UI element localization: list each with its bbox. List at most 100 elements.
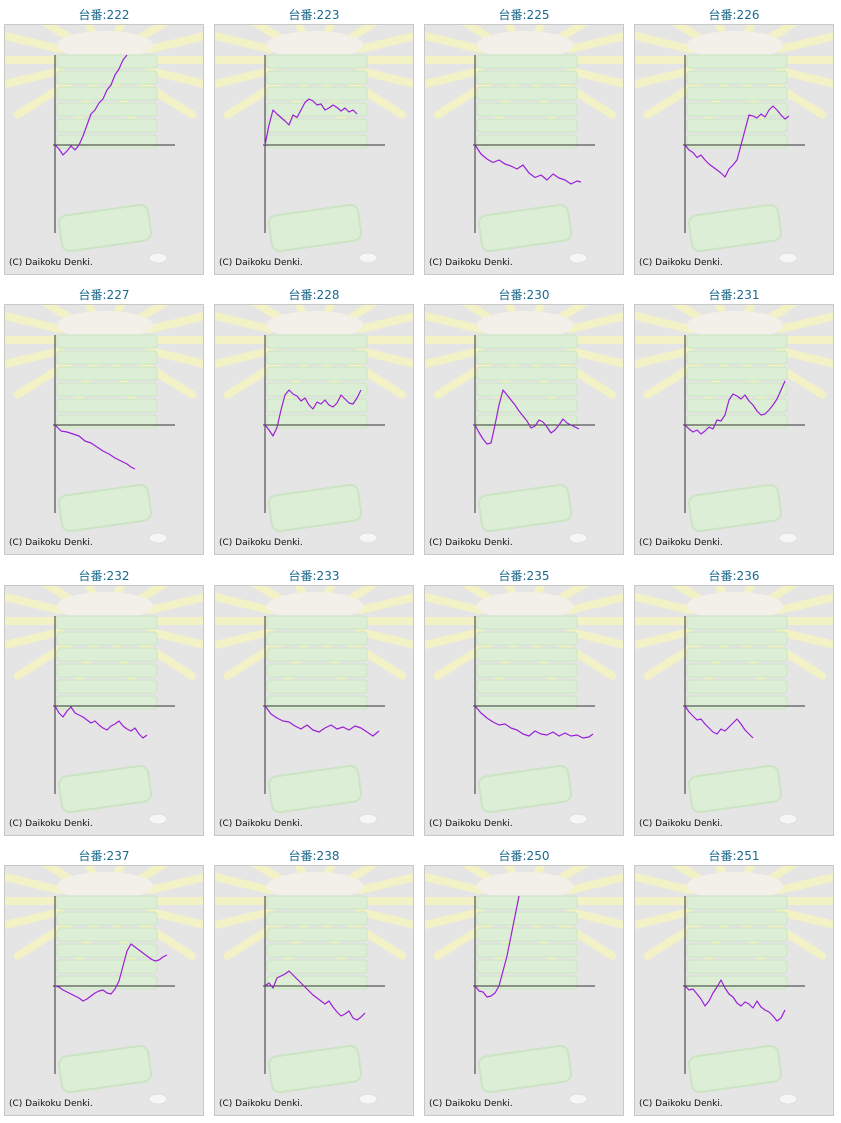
background-ray [742,586,756,601]
background-ray [425,31,484,54]
chart-title: 台番:222 [78,8,130,22]
background-tray [476,911,578,926]
background-ray [132,305,169,325]
background-ray [5,31,64,54]
background-tray [56,70,158,85]
background-ray [566,593,623,615]
background-coin [778,1093,798,1105]
background-tray [56,911,158,926]
background-ray [643,636,708,680]
background-ray [322,305,336,320]
chart-title: 台番:230 [498,288,550,302]
background-tray [476,134,578,149]
series-line [684,705,754,739]
line-chart-svg [215,586,413,825]
machine-chart: 台番:232 (C) Daikoku Denki. [2,563,206,839]
background-ray [342,586,379,606]
background-tray [476,350,578,365]
copyright-text: (C) Daikoku Denki. [9,538,93,548]
background-coin [778,532,798,544]
background-coins [687,31,783,59]
background-base-tray [687,483,783,533]
background-tray [686,943,788,958]
background-ray [215,627,274,650]
background-ray [112,586,126,601]
background-ray [714,866,728,881]
background-tray [476,398,578,413]
background-tray [476,70,578,85]
background-tray [56,134,158,149]
background-tray [266,679,368,694]
background-tray [686,679,788,694]
chart-panel: (C) Daikoku Denki. [424,304,624,555]
background-ray [635,592,694,615]
copyright-text: (C) Daikoku Denki. [9,819,93,829]
background-ray [566,32,623,54]
background-ray [532,25,546,40]
background-ray [714,586,728,601]
copyright-text: (C) Daikoku Denki. [429,1099,513,1109]
background-ray [776,627,833,649]
background-tray [266,366,368,381]
background-tray [266,647,368,662]
series-line [684,105,790,178]
background-ray [552,586,589,606]
background-ray [146,593,203,615]
series-line [264,970,366,1021]
background-tray [686,663,788,678]
background-ray [742,866,756,881]
background-ray [504,866,518,881]
background-coin [568,1093,588,1105]
background-tray [686,366,788,381]
chart-title: 台番:238 [288,849,340,863]
background-base-tray [687,1044,783,1094]
background-ray [41,305,78,325]
background-ray [643,75,708,119]
chart-panel: (C) Daikoku Denki. [424,585,624,836]
background-tray [266,911,368,926]
background-ray [356,873,413,895]
background-coins [687,311,783,339]
background-ray [762,586,799,606]
series-line [684,979,786,1022]
background-tray [266,927,368,942]
background-ray [425,872,484,895]
background-illustration [425,305,623,544]
background-tray [476,943,578,958]
chart-title: 台番:228 [288,288,340,302]
background-tray [266,695,368,710]
chart-title: 台番:237 [78,849,130,863]
copyright-text: (C) Daikoku Denki. [9,258,93,268]
background-tray [266,615,368,630]
background-tray [686,102,788,117]
machine-chart: 台番:237 (C) Daikoku Denki. [2,843,206,1119]
background-tray [686,350,788,365]
background-ray [342,916,407,960]
background-tray [56,679,158,694]
background-ray [762,75,827,119]
background-base-tray [477,1044,573,1094]
machine-chart: 台番:236 (C) Daikoku Denki. [632,563,836,839]
background-ray [742,25,756,40]
background-tray [266,663,368,678]
background-ray [215,592,274,615]
background-illustration [215,586,413,825]
chart-panel: (C) Daikoku Denki. [214,585,414,836]
background-illustration [215,25,413,264]
line-chart-svg [425,25,623,264]
background-illustration [215,866,413,1105]
background-ray [215,66,274,89]
background-coins [477,872,573,900]
background-coin [148,1093,168,1105]
background-ray [294,866,308,881]
series-line [54,705,148,739]
background-tray [56,959,158,974]
background-tray [686,382,788,397]
background-base-tray [477,483,573,533]
chart-panel: (C) Daikoku Denki. [634,585,834,836]
background-ray [132,586,169,606]
machine-chart: 台番:222 (C) Daikoku Denki. [2,2,206,278]
background-ray [112,305,126,320]
background-ray [132,866,169,886]
machine-chart: 台番:238 (C) Daikoku Denki. [212,843,416,1119]
